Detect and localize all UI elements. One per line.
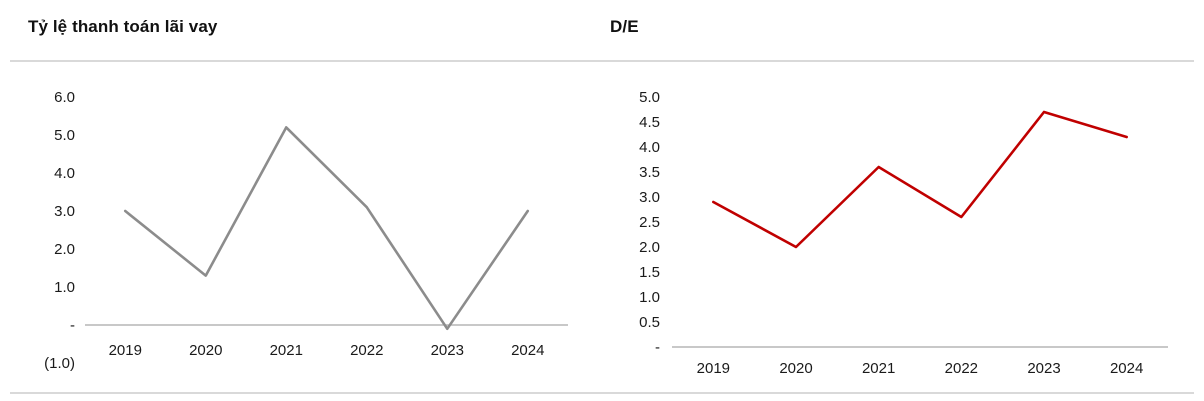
interest-coverage-chart-title: Tỷ lệ thanh toán lãi vay: [28, 17, 218, 36]
bottom-divider: [10, 392, 1194, 394]
y-axis-tick-label: 4.0: [54, 165, 75, 182]
x-axis-tick-label: 2023: [431, 342, 464, 359]
y-axis-tick-label: 2.0: [54, 241, 75, 258]
debt-to-equity-line-chart: - 0.5 1.0 1.5 2.0 2.5 3.0 3.5 4.0 4.5 5.0 2019 2020 2…: [639, 89, 1168, 377]
y-axis-tick-label: 0.5: [639, 314, 660, 331]
y-axis-tick-label: -: [655, 339, 660, 356]
x-axis-tick-label: 2019: [697, 360, 730, 377]
series-line: [712, 110, 1128, 249]
y-axis-tick-label: 1.0: [639, 289, 660, 306]
y-axis-tick-label: 1.5: [639, 264, 660, 281]
y-axis-tick-label: 4.0: [639, 139, 660, 156]
series-line: [123, 126, 530, 331]
x-axis-tick-label: 2022: [945, 360, 978, 377]
x-axis-tick-label: 2024: [511, 342, 544, 359]
x-axis-tick-label: 2020: [779, 360, 812, 377]
y-axis-tick-label: 3.5: [639, 164, 660, 181]
y-axis-tick-label: 6.0: [54, 89, 75, 106]
x-axis-tick-label: 2022: [350, 342, 383, 359]
x-axis-tick-label: 2019: [109, 342, 142, 359]
x-axis-tick-label: 2021: [270, 342, 303, 359]
y-axis-tick-label: 3.0: [639, 189, 660, 206]
x-axis-tick-label: 2024: [1110, 360, 1143, 377]
y-axis-tick-label: (1.0): [44, 355, 75, 372]
y-axis-tick-label: 4.5: [639, 114, 660, 131]
x-axis-tick-label: 2020: [189, 342, 222, 359]
y-axis-tick-label: 2.5: [639, 214, 660, 231]
y-axis-tick-label: 1.0: [54, 279, 75, 296]
top-divider: [10, 60, 1194, 62]
y-axis-tick-label: 3.0: [54, 203, 75, 220]
y-axis-tick-label: 5.0: [639, 89, 660, 106]
x-axis-tick-label: 2023: [1027, 360, 1060, 377]
x-axis-tick-label: 2021: [862, 360, 895, 377]
debt-to-equity-chart-title: D/E: [610, 17, 639, 36]
interest-coverage-line-chart: (1.0) - 1.0 2.0 3.0 4.0 5.0 6.0 2019 2020 2021 2022…: [44, 89, 568, 372]
y-axis-tick-label: 5.0: [54, 127, 75, 144]
y-axis-tick-label: -: [70, 317, 75, 334]
y-axis-tick-label: 2.0: [639, 239, 660, 256]
